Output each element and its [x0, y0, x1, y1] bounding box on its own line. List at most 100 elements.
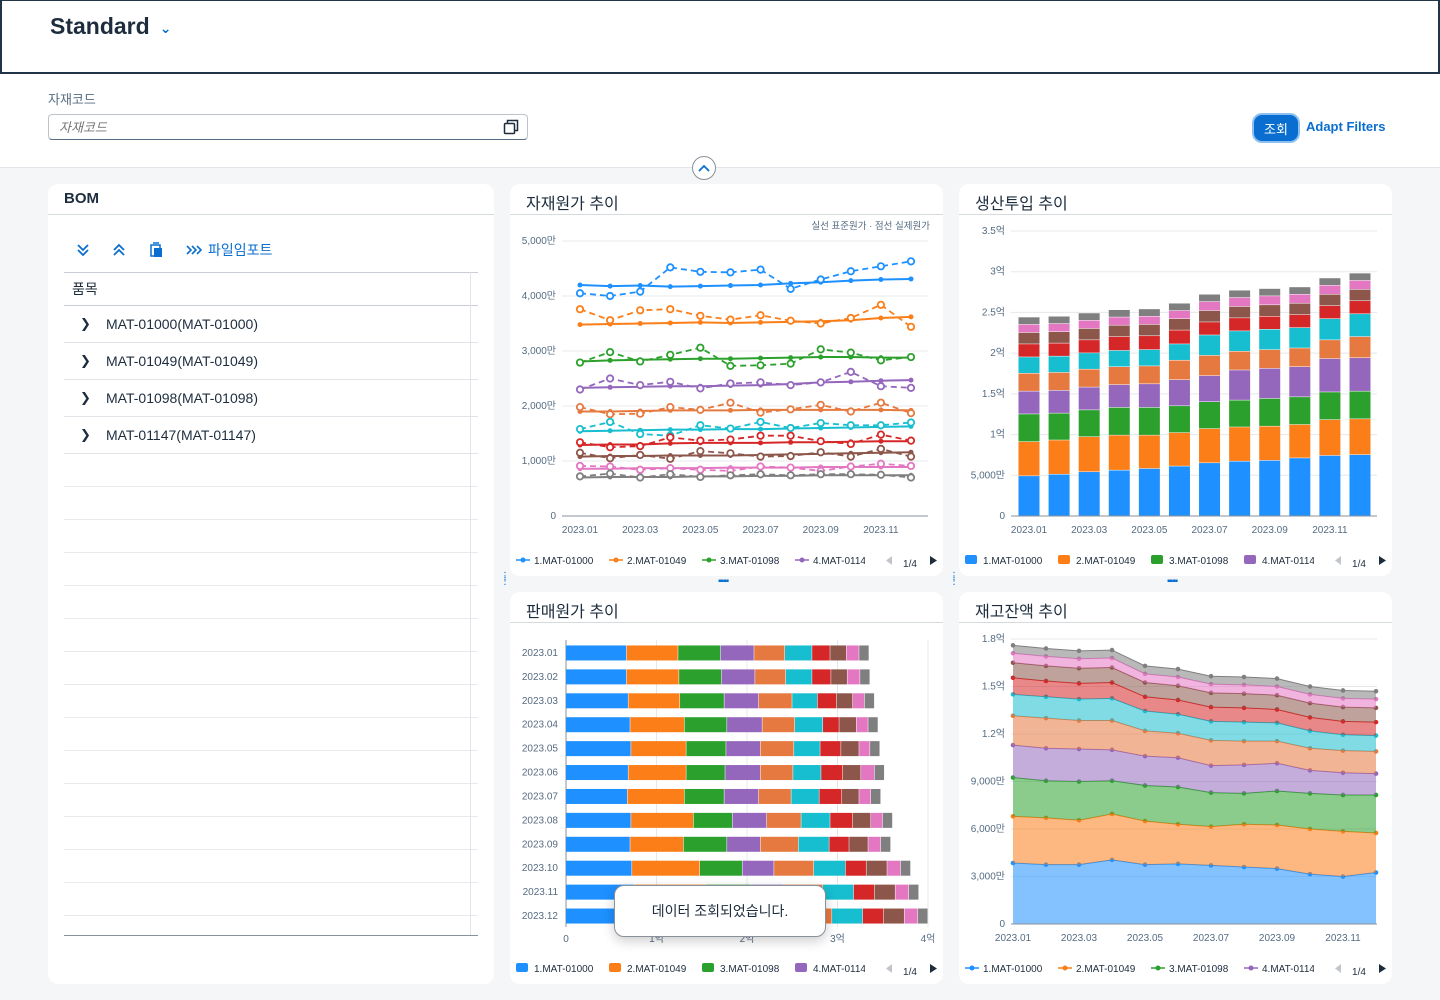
bar-segment — [853, 884, 875, 900]
data-point-actual — [575, 472, 585, 481]
chevron-right-icon[interactable]: ❯ — [80, 353, 91, 368]
export-button[interactable] — [148, 242, 164, 258]
legend-item[interactable]: 2.MAT-01049 — [1058, 964, 1136, 975]
bar-segment — [823, 717, 839, 733]
bar-segment — [1289, 327, 1311, 348]
data-point — [1208, 673, 1214, 679]
arrow-left-icon[interactable] — [886, 556, 892, 565]
tree-row[interactable]: ❯ MAT-01049(MAT-01049) — [64, 343, 478, 380]
legend-item[interactable]: 4.MAT-01147 — [1244, 964, 1321, 975]
bar-segment — [785, 669, 812, 685]
data-point-actual — [786, 423, 795, 433]
legend-item[interactable]: 4.MAT-01147 — [795, 556, 872, 567]
bar-segment — [1319, 305, 1341, 319]
legend-item[interactable]: 3.MAT-01098 — [1151, 964, 1229, 975]
bar-segment — [812, 669, 831, 685]
arrow-right-icon[interactable] — [930, 964, 937, 973]
data-point-actual — [786, 463, 795, 472]
arrow-left-icon[interactable] — [1335, 556, 1341, 565]
bar-segment — [725, 765, 761, 781]
chevron-right-icon[interactable]: ❯ — [80, 316, 91, 331]
bar-segment — [566, 645, 627, 661]
horizontal-splitter-handle[interactable]: ▪▪▪▪ — [1167, 576, 1178, 587]
arrow-right-icon[interactable] — [1379, 556, 1386, 565]
chevron-down-icon[interactable]: ⌄ — [159, 20, 172, 36]
y-tick-label: 2023.02 — [522, 672, 559, 683]
bar-segment — [720, 645, 754, 661]
x-tick-label: 3억 — [830, 933, 845, 945]
x-tick-label: 2023.03 — [1061, 933, 1098, 944]
bar-segment — [1138, 336, 1160, 350]
legend-item[interactable]: 2.MAT-01049 — [1058, 555, 1136, 567]
legend-item[interactable]: 1.MAT-01000 — [516, 963, 594, 975]
collapse-all-button[interactable] — [112, 243, 126, 257]
collapse-header-button[interactable] — [692, 156, 716, 180]
bar-segment — [1259, 305, 1281, 316]
legend-page-label: 1/4 — [903, 967, 917, 978]
legend-item[interactable]: 1.MAT-01000 — [516, 556, 594, 567]
empty-row — [64, 520, 478, 553]
arrow-right-icon[interactable] — [930, 556, 937, 565]
tree-row[interactable]: ❯ MAT-01147(MAT-01147) — [64, 417, 478, 454]
expand-all-button[interactable] — [76, 243, 90, 257]
bar-segment — [699, 860, 742, 876]
material-code-input[interactable] — [49, 115, 489, 139]
bar-segment — [631, 741, 686, 757]
data-point-actual — [605, 348, 615, 357]
bar-segment — [1138, 309, 1160, 316]
horizontal-splitter-handle[interactable]: ▪▪▪▪ — [718, 576, 729, 587]
x-tick-label: 2023.05 — [682, 525, 719, 536]
data-point-actual — [786, 405, 795, 414]
arrow-left-icon[interactable] — [886, 964, 892, 973]
legend-item[interactable]: 1.MAT-01000 — [965, 555, 1043, 567]
area-top-line — [1012, 644, 1377, 692]
data-point-standard — [607, 357, 613, 363]
double-chevron-up-icon — [113, 243, 125, 256]
bar-segment — [794, 717, 823, 733]
legend-item[interactable]: 3.MAT-01098 — [702, 963, 780, 975]
legend-item[interactable]: 4.MAT-01147 — [795, 963, 872, 975]
empty-row — [64, 883, 478, 916]
vertical-splitter-handle[interactable]: ⋮ ⋮ — [500, 571, 510, 587]
legend-item[interactable]: 4.MAT-01147 — [1244, 555, 1321, 567]
material-code-field[interactable] — [48, 114, 528, 140]
bar-segment — [1108, 435, 1130, 470]
go-button[interactable]: 조회 — [1254, 115, 1298, 141]
legend-item[interactable]: 2.MAT-01049 — [609, 963, 687, 975]
legend-marker — [1151, 555, 1163, 564]
column-header[interactable]: 품목 — [64, 272, 478, 306]
bar-segment — [566, 717, 630, 733]
vertical-splitter-handle[interactable]: ⋮ ⋮ — [949, 571, 959, 587]
tree-row[interactable]: ❯ MAT-01098(MAT-01098) — [64, 380, 478, 417]
y-tick-label: 4,000만 — [522, 290, 556, 302]
tree-row[interactable]: ❯ MAT-01000(MAT-01000) — [64, 306, 478, 343]
bar-segment — [1259, 398, 1281, 426]
divider — [959, 622, 1392, 623]
y-tick-label: 2억 — [990, 347, 1005, 359]
chevron-right-icon[interactable]: ❯ — [80, 390, 91, 405]
file-import-button[interactable]: 파일임포트 — [186, 240, 272, 260]
data-point — [1307, 684, 1313, 689]
adapt-filters-button[interactable]: Adapt Filters — [1306, 119, 1386, 134]
legend-item[interactable]: 3.MAT-01098 — [1151, 555, 1229, 567]
data-point-standard — [697, 356, 703, 362]
chevron-right-icon[interactable]: ❯ — [80, 427, 91, 442]
legend-item[interactable]: 1.MAT-01000 — [965, 964, 1043, 975]
legend-marker-dot — [1155, 965, 1161, 971]
legend-item[interactable]: 3.MAT-01098 — [702, 556, 780, 567]
bar-segment — [883, 908, 904, 924]
bar-segment — [1229, 331, 1251, 352]
bar-segment — [1199, 301, 1221, 311]
series-line-standard — [579, 315, 912, 326]
bar-segment — [1078, 313, 1100, 321]
data-point-actual — [696, 472, 705, 482]
legend-label: 1.MAT-01000 — [983, 964, 1043, 975]
bar-segment — [693, 812, 733, 828]
legend-marker-dot — [969, 965, 975, 971]
value-help-icon[interactable] — [503, 119, 519, 135]
legend-item[interactable]: 2.MAT-01049 — [609, 556, 687, 567]
arrow-right-icon[interactable] — [1379, 964, 1386, 973]
arrow-left-icon[interactable] — [1335, 964, 1341, 973]
bar-segment — [1349, 336, 1371, 358]
variant-selector[interactable]: Standard ⌄ — [50, 13, 171, 40]
